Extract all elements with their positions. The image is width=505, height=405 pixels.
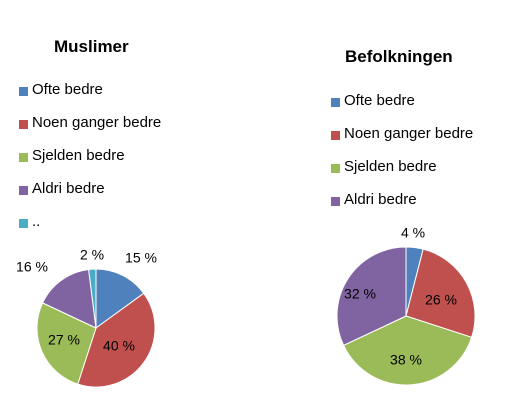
legend-label: Ofte bedre <box>344 92 415 109</box>
legend-muslimer: Ofte bedre Noen ganger bedre Sjelden bed… <box>19 81 161 246</box>
legend-item: Ofte bedre <box>331 92 473 125</box>
data-label: 15 % <box>125 250 157 266</box>
legend-item: Sjelden bedre <box>19 147 161 180</box>
data-label: 27 % <box>48 332 80 348</box>
legend-item: Noen ganger bedre <box>19 114 161 147</box>
pie-slice <box>336 246 407 347</box>
data-label: 4 % <box>401 225 425 241</box>
legend-item: .. <box>19 213 161 246</box>
legend-item: Aldri bedre <box>19 180 161 213</box>
legend-label: Noen ganger bedre <box>32 114 162 131</box>
pie-slice <box>41 268 97 329</box>
legend-label: Noen ganger bedre <box>344 125 474 142</box>
legend-item: Aldri bedre <box>331 191 473 224</box>
legend-swatch <box>19 153 28 162</box>
legend-swatch <box>19 219 28 228</box>
data-label: 2 % <box>80 247 104 263</box>
pie-slice <box>342 315 473 386</box>
data-label: 32 % <box>344 286 376 302</box>
legend-swatch <box>331 197 340 206</box>
pie-slice <box>405 248 476 338</box>
chart-title-muslimer: Muslimer <box>54 37 129 56</box>
pie-slice <box>77 292 156 388</box>
legend-swatch <box>19 186 28 195</box>
legend-swatch <box>331 131 340 140</box>
data-label: 16 % <box>16 259 48 275</box>
pie-slice <box>88 268 97 329</box>
legend-item: Ofte bedre <box>19 81 161 114</box>
pie-slice <box>95 268 145 329</box>
data-label: 26 % <box>425 292 457 308</box>
legend-label: Aldri bedre <box>344 191 417 208</box>
legend-item: Noen ganger bedre <box>331 125 473 158</box>
legend-swatch <box>331 98 340 107</box>
legend-label: Sjelden bedre <box>32 147 125 164</box>
pie-slice <box>36 302 97 385</box>
legend-swatch <box>19 87 28 96</box>
legend-label: Ofte bedre <box>32 81 103 98</box>
legend-item: Sjelden bedre <box>331 158 473 191</box>
data-label: 38 % <box>390 352 422 368</box>
data-label: 40 % <box>103 338 135 354</box>
legend-befolkningen: Ofte bedre Noen ganger bedre Sjelden bed… <box>331 92 473 224</box>
legend-label: Aldri bedre <box>32 180 105 197</box>
chart-title-befolkningen: Befolkningen <box>345 47 453 66</box>
legend-swatch <box>331 164 340 173</box>
legend-swatch <box>19 120 28 129</box>
legend-label: Sjelden bedre <box>344 158 437 175</box>
legend-label: .. <box>32 213 41 230</box>
